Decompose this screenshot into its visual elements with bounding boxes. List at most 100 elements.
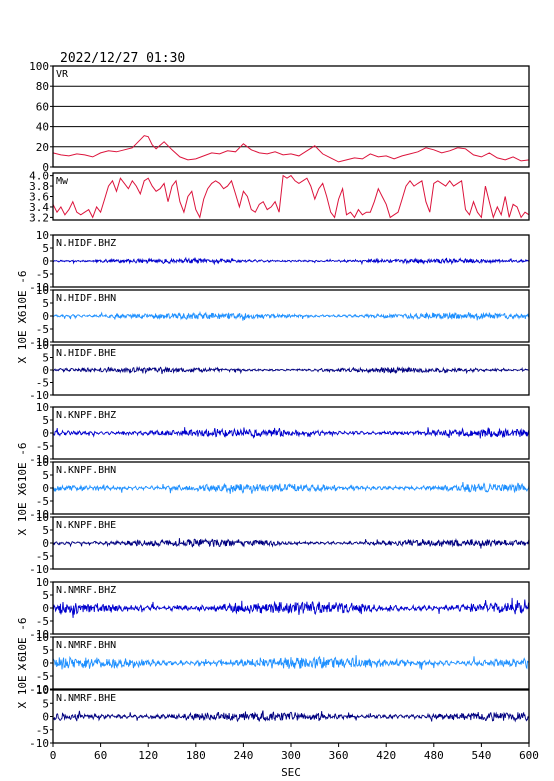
ytick-label-n-nmrf-bhn-0: -10 bbox=[29, 683, 49, 696]
figure-title: 2022/12/27 01:30 bbox=[60, 51, 185, 66]
xtick-label-7: 420 bbox=[376, 749, 396, 762]
y-unit-label-1-0: X 10E -6 bbox=[16, 443, 29, 496]
ytick-label-n-nmrf-bhe-4: 10 bbox=[36, 684, 49, 697]
panel-label-n-nmrf-bhe: N.NMRF.BHE bbox=[56, 693, 116, 704]
ytick-label-mw-0: 3.2 bbox=[29, 211, 49, 224]
panel-label-n-hidf-bhn: N.HIDF.BHN bbox=[56, 293, 116, 304]
ytick-label-n-hidf-bhz-3: 5 bbox=[42, 242, 49, 255]
ytick-label-n-knpf-bhe-4: 10 bbox=[36, 511, 49, 524]
xtick-label-3: 180 bbox=[186, 749, 206, 762]
ytick-label-n-knpf-bhe-1: -5 bbox=[36, 550, 49, 563]
panel-mw: 3.23.43.63.84.0 Mw bbox=[29, 170, 530, 224]
xtick-label-2: 120 bbox=[138, 749, 158, 762]
ytick-label-n-knpf-bhn-4: 10 bbox=[36, 456, 49, 469]
frame-vr bbox=[52, 65, 530, 168]
ytick-label-n-nmrf-bhz-2: 0 bbox=[42, 602, 49, 615]
xtick-label-8: 480 bbox=[424, 749, 444, 762]
ytick-label-n-knpf-bhn-3: 5 bbox=[42, 469, 49, 482]
ytick-label-n-knpf-bhn-0: -10 bbox=[29, 508, 49, 521]
y-unit-label-0-0: X 10E -6 bbox=[16, 271, 29, 324]
ytick-label-n-hidf-bhz-1: -5 bbox=[36, 268, 49, 281]
xtick-label-0: 0 bbox=[50, 749, 57, 762]
trace-n-knpf-bhe bbox=[52, 538, 530, 549]
panel-vr: 0 20 40 60 80 100 VR bbox=[29, 60, 530, 174]
ytick-label-n-knpf-bhe-2: 0 bbox=[42, 537, 49, 550]
panel-label-n-knpf-bhe: N.KNPF.BHE bbox=[56, 520, 116, 531]
ytick-label-n-knpf-bhz-4: 10 bbox=[36, 401, 49, 414]
panel-label-n-knpf-bhn: N.KNPF.BHN bbox=[56, 465, 116, 476]
ytick-label-vr-3: 60 bbox=[36, 100, 49, 113]
ytick-label-n-nmrf-bhz-3: 5 bbox=[42, 589, 49, 602]
xtick-label-10: 600 bbox=[519, 749, 539, 762]
trace-n-knpf-bhz bbox=[52, 427, 530, 439]
ytick-label-n-knpf-bhe-0: -10 bbox=[29, 563, 49, 576]
trace-mw bbox=[52, 174, 530, 220]
trace-vr bbox=[52, 135, 530, 163]
ytick-label-n-nmrf-bhz-4: 10 bbox=[36, 576, 49, 589]
ytick-label-vr-4: 80 bbox=[36, 80, 49, 93]
ytick-label-n-hidf-bhz-0: -10 bbox=[29, 281, 49, 294]
ytick-label-n-nmrf-bhe-1: -5 bbox=[36, 724, 49, 737]
trace-n-nmrf-bhe bbox=[52, 710, 530, 723]
ytick-label-n-knpf-bhz-1: -5 bbox=[36, 440, 49, 453]
ytick-label-mw-2: 3.6 bbox=[29, 191, 49, 204]
ytick-label-n-nmrf-bhz-0: -10 bbox=[29, 628, 49, 641]
ytick-label-n-hidf-bhn-1: -5 bbox=[36, 323, 49, 336]
y-unit-label-2-0: X 10E -6 bbox=[16, 618, 29, 671]
ytick-label-n-nmrf-bhn-2: 0 bbox=[42, 657, 49, 670]
ytick-label-n-hidf-bhn-2: 0 bbox=[42, 310, 49, 323]
ytick-label-n-knpf-bhz-3: 5 bbox=[42, 414, 49, 427]
ytick-label-n-nmrf-bhn-4: 10 bbox=[36, 631, 49, 644]
ytick-label-n-nmrf-bhn-3: 5 bbox=[42, 644, 49, 657]
panel-label-n-nmrf-bhz: N.NMRF.BHZ bbox=[56, 585, 116, 596]
ytick-label-n-knpf-bhz-0: -10 bbox=[29, 453, 49, 466]
ytick-label-vr-1: 20 bbox=[36, 141, 49, 154]
ytick-label-n-knpf-bhz-2: 0 bbox=[42, 427, 49, 440]
xtick-label-1: 60 bbox=[94, 749, 107, 762]
y-unit-label-2-1: X 10E -6 bbox=[16, 656, 29, 709]
ytick-label-n-hidf-bhz-4: 10 bbox=[36, 229, 49, 242]
trace-n-nmrf-bhz bbox=[52, 597, 530, 618]
trace-n-hidf-bhe bbox=[52, 366, 530, 375]
y-unit-label-0-1: X 10E -6 bbox=[16, 311, 29, 364]
xtick-label-5: 300 bbox=[281, 749, 301, 762]
xtick-label-6: 360 bbox=[329, 749, 349, 762]
ytick-label-n-hidf-bhn-4: 10 bbox=[36, 284, 49, 297]
ytick-label-n-knpf-bhn-1: -5 bbox=[36, 495, 49, 508]
trace-n-nmrf-bhn bbox=[52, 655, 530, 670]
xtick-label-9: 540 bbox=[471, 749, 491, 762]
xtick-label-4: 240 bbox=[233, 749, 253, 762]
trace-n-knpf-bhn bbox=[52, 482, 530, 494]
ytick-label-n-hidf-bhe-2: 0 bbox=[42, 364, 49, 377]
ytick-label-n-hidf-bhe-3: 5 bbox=[42, 352, 49, 365]
panel-label-n-knpf-bhz: N.KNPF.BHZ bbox=[56, 410, 116, 421]
ytick-label-n-hidf-bhe-4: 10 bbox=[36, 339, 49, 352]
ytick-label-n-hidf-bhn-0: -10 bbox=[29, 336, 49, 349]
ytick-label-n-hidf-bhe-0: -10 bbox=[29, 389, 49, 402]
ytick-label-mw-4: 4.0 bbox=[29, 170, 49, 183]
ytick-label-n-knpf-bhe-3: 5 bbox=[42, 524, 49, 537]
ytick-label-n-knpf-bhn-2: 0 bbox=[42, 482, 49, 495]
ytick-label-mw-3: 3.8 bbox=[29, 180, 49, 193]
ytick-label-vr-5: 100 bbox=[29, 60, 49, 73]
trace-n-hidf-bhz bbox=[52, 256, 530, 266]
ytick-label-mw-1: 3.4 bbox=[29, 201, 49, 214]
y-unit-label-1-1: X 10E -6 bbox=[16, 483, 29, 536]
frame-mw bbox=[52, 172, 530, 221]
ytick-label-n-nmrf-bhe-2: 0 bbox=[42, 711, 49, 724]
panel-label-vr: VR bbox=[56, 69, 69, 80]
panel-label-n-hidf-bhz: N.HIDF.BHZ bbox=[56, 238, 116, 249]
ytick-label-n-hidf-bhn-3: 5 bbox=[42, 297, 49, 310]
ytick-label-n-nmrf-bhz-1: -5 bbox=[36, 615, 49, 628]
ytick-label-n-hidf-bhe-1: -5 bbox=[36, 377, 49, 390]
trace-n-hidf-bhn bbox=[52, 310, 530, 321]
